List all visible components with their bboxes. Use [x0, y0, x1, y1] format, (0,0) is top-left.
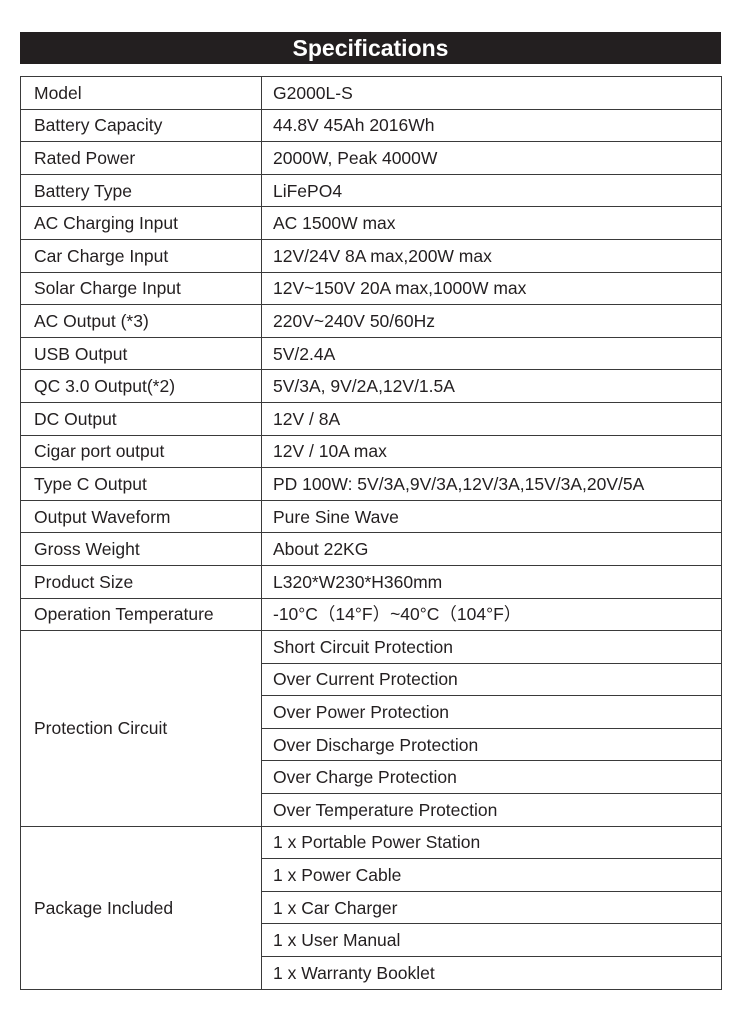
table-row: Model G2000L-S [20, 76, 722, 110]
spec-value: AC 1500W max [261, 206, 722, 240]
spec-value: Over Current Protection [261, 662, 722, 697]
spec-group-label: Package Included [20, 825, 262, 990]
spec-value: About 22KG [261, 532, 722, 566]
spec-label: AC Charging Input [20, 206, 262, 240]
table-row: AC Charging Input AC 1500W max [20, 206, 722, 240]
table-row: Car Charge Input 12V/24V 8A max,200W max [20, 238, 722, 273]
table-row: Over Power Protection [21, 695, 722, 729]
spec-value: 1 x Power Cable [261, 858, 722, 892]
spec-value: Over Temperature Protection [261, 793, 722, 827]
spec-value: G2000L-S [261, 76, 722, 110]
table-row: 1 x Car Charger [21, 890, 722, 925]
spec-value: 1 x Warranty Booklet [261, 956, 722, 990]
spec-value: Over Power Protection [261, 695, 722, 729]
table-row: DC Output 12V / 8A [20, 401, 722, 436]
spec-value: 12V / 8A [261, 401, 722, 436]
table-row: Battery Capacity 44.8V 45Ah 2016Wh [20, 108, 722, 143]
table-row: 1 x Warranty Booklet [21, 956, 722, 990]
table-row: Operation Temperature -10°C（14°F）~40°C（10… [20, 597, 722, 632]
spec-value: 44.8V 45Ah 2016Wh [261, 108, 722, 143]
spec-value: 220V~240V 50/60Hz [261, 304, 722, 338]
table-row: Solar Charge Input 12V~150V 20A max,1000W… [20, 271, 722, 306]
spec-value: Over Discharge Protection [261, 727, 722, 762]
spec-label: Rated Power [20, 141, 262, 175]
spec-label: Model [20, 76, 262, 110]
spec-value: 2000W, Peak 4000W [261, 141, 722, 175]
table-row: Over Charge Protection [21, 760, 722, 795]
spec-label: Operation Temperature [20, 597, 262, 632]
spec-label: Gross Weight [20, 532, 262, 566]
table-row: Output Waveform Pure Sine Wave [20, 499, 722, 534]
spec-label: DC Output [20, 401, 262, 436]
spec-value: Short Circuit Protection [261, 630, 722, 664]
table-row: Cigar port output 12V / 10A max [20, 434, 722, 469]
spec-value: 1 x Car Charger [261, 890, 722, 925]
spec-label: Car Charge Input [20, 238, 262, 273]
table-row: Over Current Protection [21, 662, 722, 697]
specifications-table: Model G2000L-S Battery Capacity 44.8V 45Ah … [20, 76, 722, 990]
spec-value: 12V~150V 20A max,1000W max [261, 271, 722, 306]
table-row: Battery Type LiFePO4 [20, 173, 722, 208]
spec-label: Product Size [20, 564, 262, 599]
table-row: Package Included 1 x Portable Power Stati… [20, 825, 722, 990]
spec-value: Pure Sine Wave [261, 499, 722, 534]
table-row: 1 x Power Cable [21, 858, 722, 892]
spec-value: 5V/2.4A [261, 336, 722, 371]
spec-label: Cigar port output [20, 434, 262, 469]
table-row: Type C Output PD 100W: 5V/3A,9V/3A,12V/3A… [20, 467, 722, 501]
table-row: Product Size L320*W230*H360mm [20, 564, 722, 599]
table-row: Gross Weight About 22KG [20, 532, 722, 566]
spec-label: Battery Capacity [20, 108, 262, 143]
spec-value: 1 x User Manual [261, 923, 722, 958]
table-row: Protection Circuit Short Circuit Protecti… [20, 630, 722, 827]
table-row: Rated Power 2000W, Peak 4000W [20, 141, 722, 175]
table-row: QC 3.0 Output(*2) 5V/3A, 9V/2A,12V/1.5A [20, 369, 722, 403]
spec-label: Output Waveform [20, 499, 262, 534]
spec-label: QC 3.0 Output(*2) [20, 369, 262, 403]
spec-group-label: Protection Circuit [20, 630, 262, 827]
spec-value: Over Charge Protection [261, 760, 722, 795]
spec-value: 1 x Portable Power Station [261, 825, 722, 860]
spec-label: Type C Output [20, 467, 262, 501]
spec-label: Solar Charge Input [20, 271, 262, 306]
spec-value: -10°C（14°F）~40°C（104°F） [261, 597, 722, 632]
page-title: Specifications [20, 32, 721, 64]
spec-value: 12V / 10A max [261, 434, 722, 469]
table-row: Over Temperature Protection [21, 793, 722, 827]
spec-value: PD 100W: 5V/3A,9V/3A,12V/3A,15V/3A,20V/5… [261, 467, 722, 501]
spec-value: 5V/3A, 9V/2A,12V/1.5A [261, 369, 722, 403]
table-row: 1 x User Manual [21, 923, 722, 958]
spec-value: LiFePO4 [261, 173, 722, 208]
spec-label: USB Output [20, 336, 262, 371]
table-row: AC Output (*3) 220V~240V 50/60Hz [20, 304, 722, 338]
spec-label: AC Output (*3) [20, 304, 262, 338]
spec-value: L320*W230*H360mm [261, 564, 722, 599]
spec-label: Battery Type [20, 173, 262, 208]
spec-value: 12V/24V 8A max,200W max [261, 238, 722, 273]
table-row: USB Output 5V/2.4A [20, 336, 722, 371]
